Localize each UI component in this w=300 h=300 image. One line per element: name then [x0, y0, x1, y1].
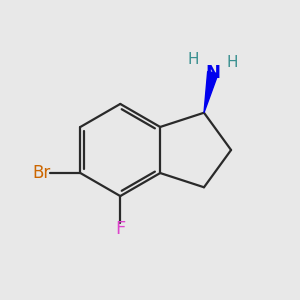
Text: N: N [206, 64, 220, 82]
Polygon shape [204, 71, 218, 113]
Text: Br: Br [33, 164, 51, 182]
Text: H: H [188, 52, 199, 67]
Text: H: H [226, 55, 238, 70]
Text: F: F [115, 220, 125, 238]
